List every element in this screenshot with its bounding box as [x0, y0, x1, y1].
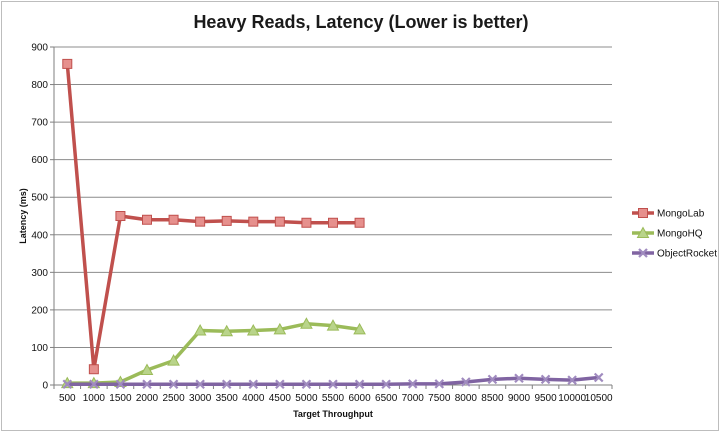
data-point	[115, 379, 126, 390]
legend-item-mongohq: MongoHQ	[632, 226, 703, 240]
x-tick-label: 1500	[109, 393, 132, 404]
grid-lines	[54, 46, 612, 348]
series-objectrocket	[62, 372, 604, 390]
chart-title: Heavy Reads, Latency (Lower is better)	[193, 12, 528, 32]
data-point	[328, 379, 338, 390]
data-point	[168, 214, 179, 225]
legend-label: MongoHQ	[657, 229, 703, 240]
x-tick-labels: 500 1000 1500 2000 2500 3000 3500 4000 4500 5000 5…	[59, 393, 613, 404]
data-point	[407, 379, 418, 389]
y-tick-label: 900	[31, 43, 48, 54]
data-point	[461, 377, 471, 387]
x-tick-label: 4000	[242, 393, 265, 404]
data-point	[301, 379, 312, 390]
legend: MongoLab MongoHQ ObjectRocket	[632, 208, 717, 260]
data-point	[168, 379, 179, 390]
y-tick-label: 700	[31, 118, 48, 129]
x-tick-label: 10500	[585, 393, 613, 404]
x-tick-label: 6000	[348, 393, 371, 404]
data-point	[381, 379, 391, 390]
x-tick-label: 5000	[295, 393, 318, 404]
data-point	[567, 375, 577, 385]
data-point	[140, 363, 154, 375]
data-point	[354, 379, 365, 390]
data-point	[246, 324, 260, 336]
y-tick-label: 500	[31, 193, 48, 204]
data-point	[88, 364, 99, 375]
series-line	[65, 322, 362, 385]
data-point	[195, 216, 206, 227]
legend-label: MongoLab	[657, 209, 705, 220]
y-tick-label: 300	[31, 268, 48, 279]
series-group	[60, 58, 604, 390]
data-point	[89, 379, 99, 390]
data-point	[221, 215, 232, 226]
legend-item-mongolab: MongoLab	[632, 208, 705, 220]
x-tick-label: 3000	[189, 393, 212, 404]
data-point	[275, 379, 285, 390]
x-tick-label: 500	[59, 393, 76, 404]
data-point	[354, 217, 365, 228]
data-point	[142, 214, 152, 225]
data-point	[248, 216, 259, 227]
data-point	[193, 324, 207, 336]
y-tick-labels: 0 100 200 300 400 500 600 700 800 900	[31, 43, 48, 392]
legend-marker	[638, 208, 648, 218]
y-tick-label: 100	[31, 343, 48, 354]
legend-item-objectrocket: ObjectRocket	[632, 248, 717, 260]
x-tick-label: 10000	[558, 393, 586, 404]
data-point	[540, 374, 551, 385]
data-point	[273, 322, 287, 335]
x-tick-label: 9000	[508, 393, 531, 404]
data-point	[353, 322, 366, 335]
data-point	[326, 319, 340, 331]
y-axis-label: Latency (ms)	[18, 188, 28, 244]
y-tick-label: 800	[31, 80, 48, 91]
legend-marker	[638, 248, 648, 258]
x-tick-label: 7000	[402, 393, 425, 404]
x-axis-label: Target Throughput	[293, 409, 373, 419]
legend-label: ObjectRocket	[657, 249, 717, 260]
data-point	[487, 374, 498, 385]
data-point	[221, 379, 232, 390]
x-tick-label: 1000	[83, 393, 106, 404]
x-tick-label: 8500	[481, 393, 504, 404]
y-tick-label: 400	[31, 230, 48, 241]
x-tick-label: 5500	[322, 393, 345, 404]
data-point	[301, 217, 312, 228]
y-tick-label: 0	[42, 381, 48, 392]
data-point	[593, 372, 604, 383]
y-tick-label: 200	[31, 305, 48, 316]
data-point	[195, 379, 205, 390]
data-point	[142, 379, 152, 390]
x-tick-label: 9500	[534, 393, 557, 404]
legend-marker	[636, 226, 650, 238]
data-point	[274, 216, 285, 227]
x-tick-label: 2500	[162, 393, 185, 404]
data-point	[62, 379, 73, 390]
data-point	[248, 379, 259, 390]
x-tick-label: 4500	[269, 393, 292, 404]
x-tick-label: 8000	[455, 393, 478, 404]
series-mongohq	[60, 317, 366, 389]
x-tick-label: 7500	[428, 393, 451, 404]
data-point	[514, 373, 524, 384]
data-point	[167, 354, 180, 366]
data-point	[328, 217, 338, 228]
x-tick-label: 6500	[375, 393, 398, 404]
data-point	[434, 379, 445, 389]
x-tick-label: 2000	[136, 393, 159, 404]
x-tick-label: 3500	[216, 393, 239, 404]
data-point	[115, 211, 126, 221]
data-point	[220, 324, 234, 337]
data-point	[62, 58, 73, 69]
data-point	[300, 317, 313, 329]
y-tick-label: 600	[31, 155, 48, 166]
series-mongolab	[62, 58, 365, 375]
